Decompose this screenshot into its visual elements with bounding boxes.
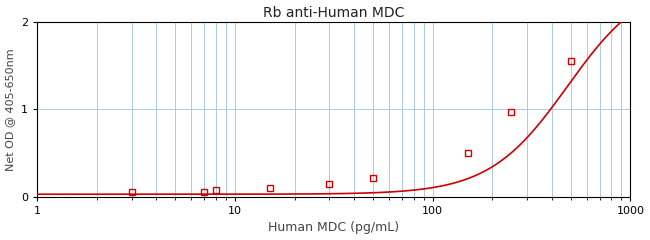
Title: Rb anti-Human MDC: Rb anti-Human MDC [263, 6, 404, 19]
Y-axis label: Net OD @ 405-650nm: Net OD @ 405-650nm [6, 48, 16, 171]
X-axis label: Human MDC (pg/mL): Human MDC (pg/mL) [268, 222, 399, 234]
